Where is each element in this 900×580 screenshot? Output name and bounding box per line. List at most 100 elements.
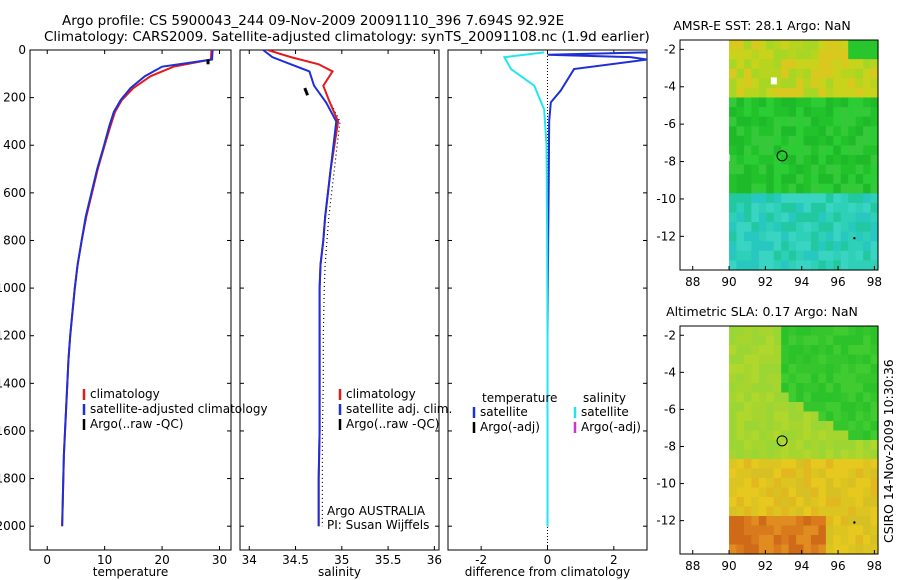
map-cell xyxy=(736,59,745,70)
map-cell xyxy=(729,430,738,441)
map-cell xyxy=(825,68,834,79)
map-cell xyxy=(736,68,745,79)
map-cell xyxy=(751,49,760,60)
map-cell xyxy=(796,326,805,337)
map-cell xyxy=(766,97,775,108)
map-cell xyxy=(803,231,812,242)
series-line-argo-raw-qc- xyxy=(303,87,309,96)
map-cell xyxy=(773,49,782,60)
map-cell xyxy=(773,459,782,470)
map-cell xyxy=(855,183,864,194)
map-cell xyxy=(796,373,805,384)
map-cell xyxy=(870,421,879,432)
map-cell xyxy=(870,68,879,79)
map-cell xyxy=(840,525,849,536)
map-cell xyxy=(758,222,767,233)
map-cell xyxy=(751,174,760,185)
map-cell xyxy=(848,402,857,413)
map-cell xyxy=(848,87,857,99)
map-cell xyxy=(810,135,820,147)
map-cell xyxy=(863,250,872,262)
map-cell xyxy=(766,212,775,223)
map-cell xyxy=(773,135,782,147)
map-cell xyxy=(729,506,738,517)
map-cell xyxy=(766,345,775,356)
map-cell xyxy=(863,506,872,517)
map-cell xyxy=(825,87,834,99)
map-cell xyxy=(743,544,752,555)
map-y-tick-label: -4 xyxy=(664,365,676,379)
map-cell xyxy=(751,222,760,233)
map-cell xyxy=(781,202,790,214)
map-cell xyxy=(803,49,812,60)
map-cell xyxy=(773,174,782,185)
map-cell xyxy=(833,116,842,127)
map-cell xyxy=(743,468,752,479)
map-cell xyxy=(870,212,879,223)
map-cell xyxy=(788,241,797,252)
map-cell xyxy=(751,183,760,194)
map-cell xyxy=(736,449,745,460)
map-cell xyxy=(863,97,872,108)
map-cell xyxy=(766,241,775,252)
map-cell xyxy=(818,107,827,118)
map-cell xyxy=(870,506,879,517)
map-cell xyxy=(796,155,805,166)
map-cell xyxy=(840,78,849,89)
map-cell xyxy=(825,260,834,271)
map-cell xyxy=(773,402,782,413)
x-tick-label: 30 xyxy=(212,553,227,567)
y-tick-label: 800 xyxy=(3,233,26,247)
map-cell xyxy=(743,383,752,394)
map-cell xyxy=(848,193,857,204)
legend-label: climatology xyxy=(346,387,416,401)
map-cell xyxy=(751,212,760,223)
map-cell xyxy=(773,373,782,384)
map-cell xyxy=(781,145,790,156)
map-cell xyxy=(803,326,812,337)
map-cell xyxy=(736,97,745,108)
map-cell xyxy=(848,135,857,147)
map-cell xyxy=(855,97,864,108)
map-cell xyxy=(810,373,820,384)
map-frame xyxy=(679,39,879,271)
map-cell xyxy=(781,516,790,527)
map-cell xyxy=(781,183,790,194)
map-y-tick-label: -6 xyxy=(664,402,676,416)
map-cell xyxy=(810,68,820,79)
map-cell xyxy=(743,116,752,127)
map-cell xyxy=(803,116,812,127)
map-cell xyxy=(766,535,775,546)
map-cell xyxy=(773,87,782,99)
map-cell xyxy=(825,59,834,70)
map-cell xyxy=(855,354,864,365)
map-cell xyxy=(840,202,849,214)
map-cell xyxy=(788,411,797,422)
map-cell xyxy=(796,222,805,233)
map-cell xyxy=(773,116,782,127)
map-cell xyxy=(825,373,834,384)
map-cell xyxy=(758,78,767,89)
map-cell xyxy=(751,383,760,394)
map-cell xyxy=(751,107,760,118)
map-cell xyxy=(736,373,745,384)
map-cell xyxy=(781,78,790,89)
map-cell xyxy=(855,68,864,79)
map-cell xyxy=(855,411,864,422)
map-cell xyxy=(855,345,864,356)
map-cell xyxy=(803,260,812,271)
map-cell xyxy=(781,335,790,346)
map-y-tick-label: -8 xyxy=(664,439,676,453)
map-cell xyxy=(743,421,752,432)
map-cell xyxy=(729,135,738,147)
map-cell xyxy=(773,525,782,536)
map-cell xyxy=(773,155,782,166)
map-cell xyxy=(870,59,879,70)
map-cell xyxy=(743,459,752,470)
map-cell xyxy=(766,116,775,127)
map-cell xyxy=(751,241,760,252)
map-cell xyxy=(781,402,790,413)
map-cell xyxy=(729,49,738,60)
map-cell xyxy=(810,59,820,70)
